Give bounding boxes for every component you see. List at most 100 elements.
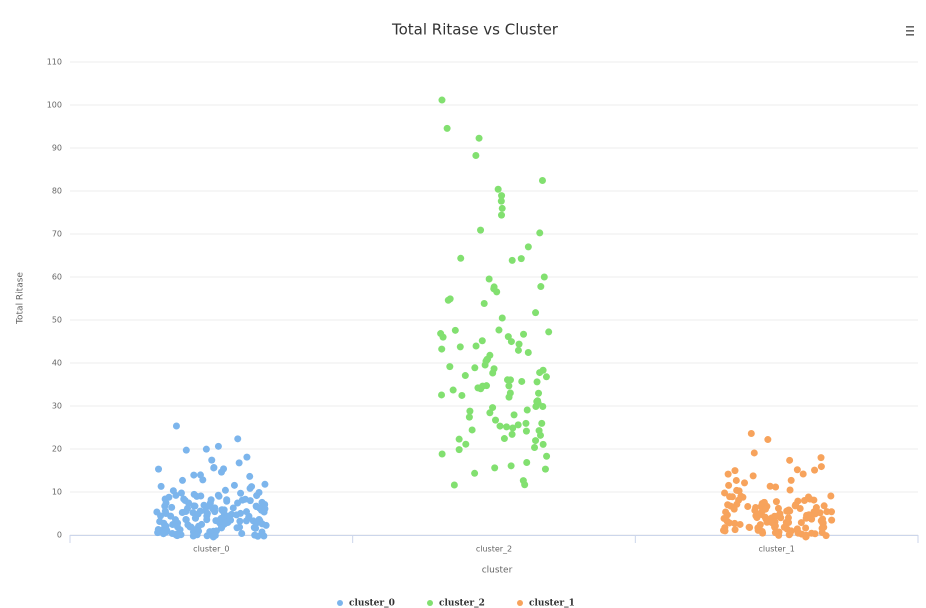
series: [437, 96, 553, 489]
point: [766, 482, 774, 490]
point: [478, 337, 486, 345]
point: [472, 342, 480, 350]
point: [820, 502, 828, 510]
point: [794, 529, 802, 537]
point: [508, 430, 516, 438]
point: [246, 484, 254, 492]
point: [489, 369, 497, 377]
point: [156, 517, 164, 525]
point: [498, 314, 506, 322]
point: [522, 427, 530, 435]
point: [193, 531, 201, 539]
point: [495, 326, 503, 334]
point: [817, 454, 825, 462]
x-axis-title: cluster: [482, 566, 513, 576]
point: [494, 185, 502, 193]
point: [438, 450, 446, 458]
point: [827, 492, 835, 500]
point: [531, 443, 539, 451]
point: [722, 508, 730, 516]
point: [483, 382, 491, 390]
point: [211, 508, 219, 516]
point: [444, 296, 452, 304]
point: [775, 531, 783, 539]
point: [535, 389, 543, 397]
point: [787, 476, 795, 484]
point: [235, 459, 243, 467]
point: [764, 436, 772, 444]
point: [475, 134, 483, 142]
point: [489, 404, 497, 412]
legend-symbol: [517, 600, 523, 606]
point: [496, 422, 504, 430]
point: [182, 508, 190, 516]
point: [771, 522, 779, 530]
y-axis-title: Total Ritase: [16, 272, 26, 325]
point: [741, 479, 749, 487]
point: [251, 531, 259, 539]
y-tick-label: 10: [52, 488, 62, 497]
point: [172, 422, 180, 430]
point: [236, 523, 244, 531]
point: [438, 96, 446, 104]
point: [793, 466, 801, 474]
point: [234, 435, 242, 443]
point: [786, 486, 794, 494]
point: [472, 152, 480, 160]
point: [203, 532, 211, 540]
point: [203, 512, 211, 520]
legend-item[interactable]: cluster_0: [337, 599, 395, 608]
point: [159, 530, 167, 538]
point: [730, 505, 738, 513]
point: [468, 426, 476, 434]
y-tick-label: 40: [52, 359, 62, 368]
chart-title: Total Ritase vs Cluster: [391, 21, 559, 39]
point: [185, 499, 193, 507]
point: [439, 333, 447, 341]
y-tick-label: 60: [52, 273, 62, 282]
point: [481, 361, 489, 369]
point: [532, 309, 540, 317]
legend-label: cluster_2: [439, 599, 485, 608]
point: [253, 492, 261, 500]
legend-item[interactable]: cluster_2: [427, 599, 485, 608]
point: [217, 524, 225, 532]
point: [724, 501, 732, 509]
point: [533, 398, 541, 406]
point: [456, 343, 464, 351]
legend-item[interactable]: cluster_1: [517, 599, 575, 608]
point: [808, 529, 816, 537]
point: [191, 514, 199, 522]
point: [262, 521, 270, 529]
point: [190, 471, 198, 479]
point: [457, 254, 465, 262]
point: [507, 338, 515, 346]
point: [483, 355, 491, 363]
point: [260, 508, 268, 516]
point: [446, 363, 454, 371]
point: [539, 440, 547, 448]
point: [538, 176, 546, 184]
point: [202, 445, 210, 453]
point: [243, 453, 251, 461]
point: [522, 419, 530, 427]
point: [461, 372, 469, 380]
point: [543, 452, 551, 460]
point: [223, 497, 231, 505]
point: [752, 503, 760, 511]
point: [229, 504, 237, 512]
point: [744, 502, 752, 510]
menu-button[interactable]: [906, 26, 914, 36]
x-tick-label: cluster_2: [476, 545, 512, 554]
point: [491, 464, 499, 472]
point: [507, 462, 515, 470]
x-tick-label: cluster_0: [193, 545, 229, 554]
point: [725, 481, 733, 489]
point: [731, 526, 739, 534]
point: [759, 529, 767, 537]
series: [719, 429, 836, 541]
point: [802, 524, 810, 532]
point: [498, 192, 506, 200]
point: [785, 519, 793, 527]
legend-label: cluster_1: [529, 599, 575, 608]
